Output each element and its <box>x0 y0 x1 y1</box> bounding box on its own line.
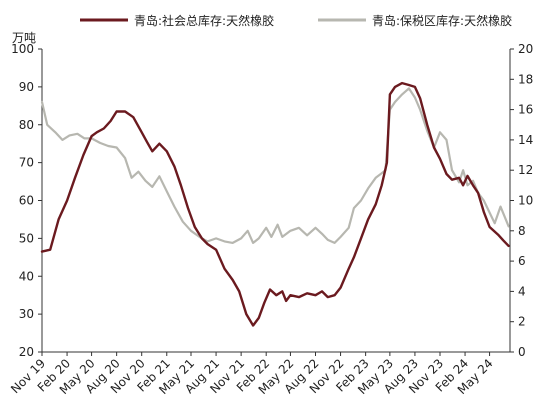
right-y-tick-label: 16 <box>518 103 533 117</box>
left-y-tick-label: 100 <box>11 42 34 56</box>
legend-label-total-inventory: 青岛:社会总库存:天然橡胶 <box>134 13 274 28</box>
left-y-tick-label: 80 <box>19 118 34 132</box>
right-y-tick-label: 12 <box>518 163 533 177</box>
left-y-axis: 20 30 40 50 60 70 80 90 100 <box>11 42 43 359</box>
right-y-tick-label: 10 <box>518 194 533 208</box>
left-y-tick-label: 90 <box>19 80 34 94</box>
series-line-bonded-inventory <box>40 87 510 244</box>
right-y-tick-label: 20 <box>518 42 533 56</box>
left-y-tick-label: 60 <box>19 194 34 208</box>
y-axis-unit-label: 万吨 <box>12 31 36 45</box>
right-y-tick-label: 2 <box>518 315 526 329</box>
right-y-tick-label: 0 <box>518 345 526 359</box>
right-y-tick-label: 8 <box>518 224 526 238</box>
left-y-tick-label: 30 <box>19 307 34 321</box>
left-y-tick-label: 40 <box>19 269 34 283</box>
left-y-tick-label: 20 <box>19 345 34 359</box>
legend-label-bonded-inventory: 青岛:保税区库存:天然橡胶 <box>372 13 512 28</box>
legend: 青岛:社会总库存:天然橡胶 青岛:保税区库存:天然橡胶 <box>80 13 512 28</box>
plot-lines <box>40 81 510 327</box>
right-y-tick-label: 18 <box>518 72 533 86</box>
left-y-tick-label: 70 <box>19 156 34 170</box>
right-y-tick-label: 4 <box>518 284 526 298</box>
right-y-tick-label: 6 <box>518 254 526 268</box>
right-y-tick-label: 14 <box>518 133 533 147</box>
left-y-tick-label: 50 <box>19 231 34 245</box>
series-line-total-inventory <box>40 81 510 327</box>
right-y-axis: 0 2 4 6 8 10 12 14 16 18 20 <box>509 42 533 359</box>
